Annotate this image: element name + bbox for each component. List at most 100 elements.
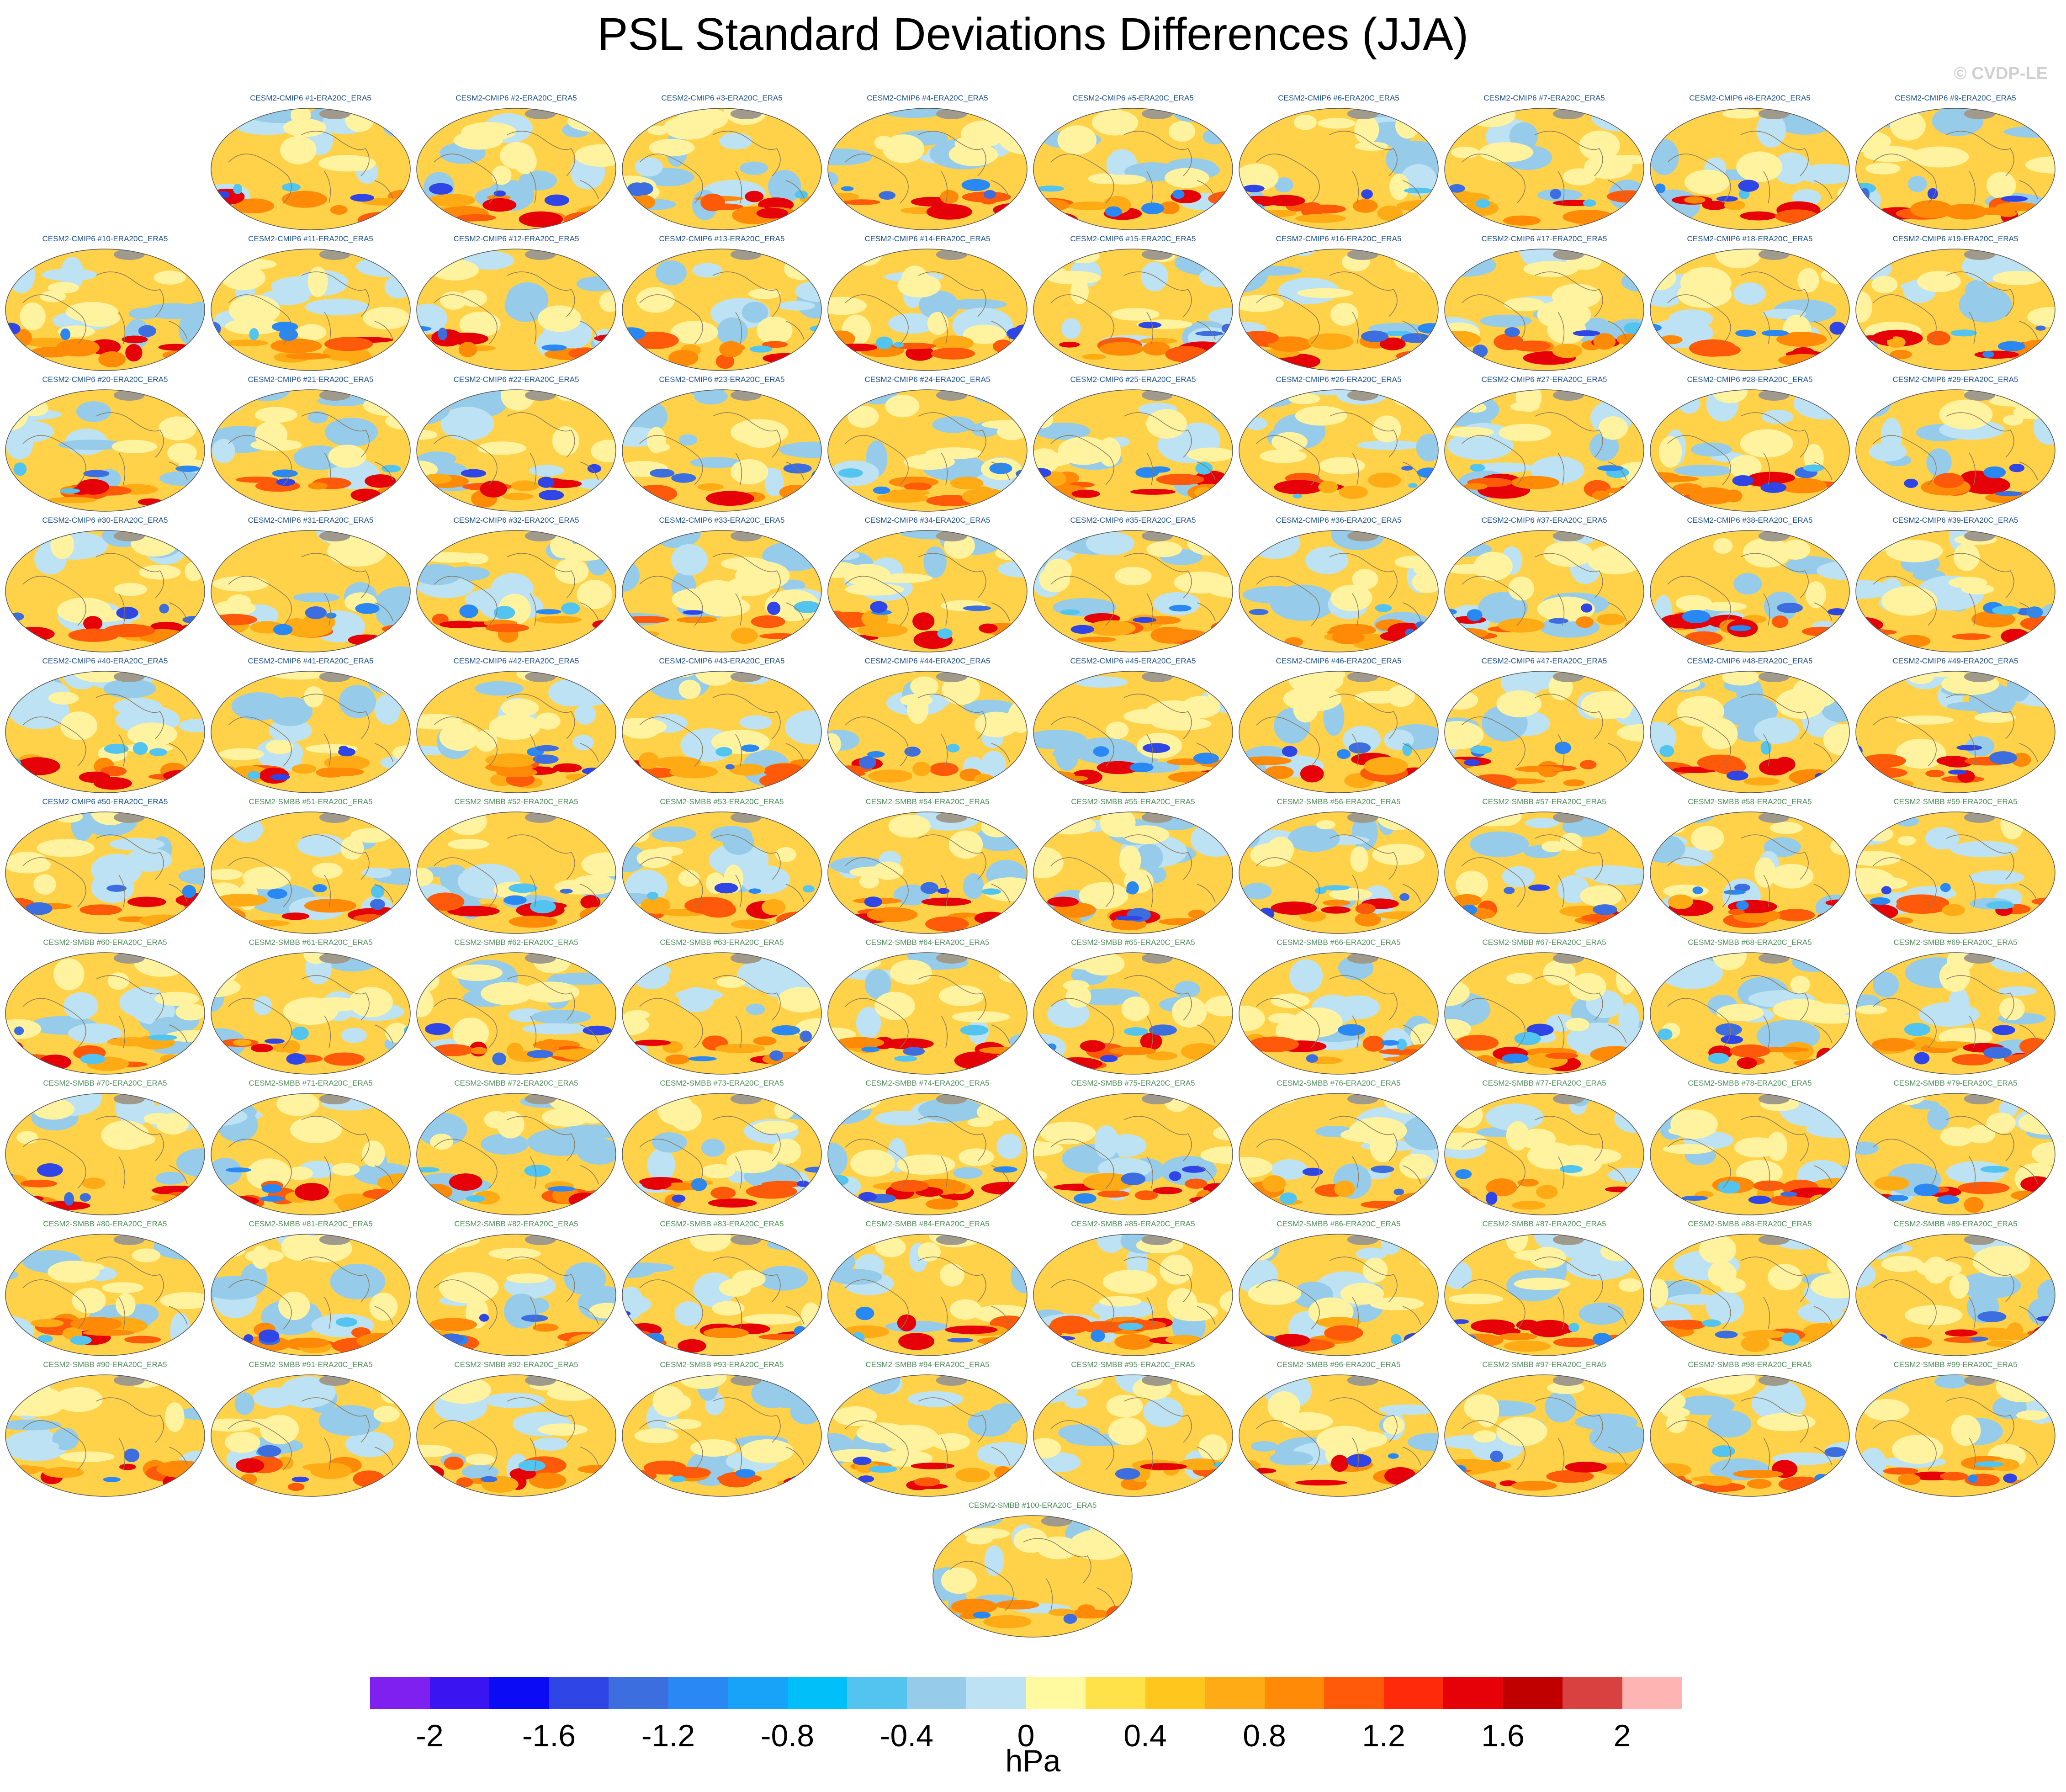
world-map-icon xyxy=(1033,811,1233,934)
map-panel-label: CESM2-CMIP6 #36-ERA20C_ERA5 xyxy=(1276,516,1402,525)
world-map-icon xyxy=(211,671,411,793)
map-panel-label: CESM2-SMBB #51-ERA20C_ERA5 xyxy=(249,797,373,806)
map-panel-label: CESM2-SMBB #84-ERA20C_ERA5 xyxy=(865,1219,990,1228)
world-map-icon xyxy=(932,1515,1133,1638)
world-map-icon xyxy=(5,952,205,1075)
colorbar-box xyxy=(1443,1677,1503,1709)
map-panel-label: CESM2-SMBB #63-ERA20C_ERA5 xyxy=(660,938,784,947)
map-panel-label: CESM2-SMBB #98-ERA20C_ERA5 xyxy=(1688,1360,1812,1369)
world-map-icon xyxy=(211,811,411,934)
map-panel-label: CESM2-CMIP6 #35-ERA20C_ERA5 xyxy=(1070,516,1196,525)
map-panel: CESM2-CMIP6 #31-ERA20C_ERA5 xyxy=(210,516,411,655)
map-panel-label: CESM2-SMBB #60-ERA20C_ERA5 xyxy=(43,938,167,947)
world-map-icon xyxy=(622,811,822,934)
map-panel: CESM2-SMBB #89-ERA20C_ERA5 xyxy=(1855,1219,2056,1358)
world-map-icon xyxy=(416,1234,616,1356)
map-panel-label: CESM2-SMBB #99-ERA20C_ERA5 xyxy=(1893,1360,2018,1369)
world-map-icon xyxy=(5,671,205,793)
colorbar-boxes xyxy=(370,1677,1682,1709)
colorbar-tick-label: 1.2 xyxy=(1362,1718,1405,1753)
map-panel: CESM2-SMBB #67-ERA20C_ERA5 xyxy=(1444,938,1645,1077)
colorbar-box xyxy=(1622,1677,1682,1709)
world-map-icon xyxy=(1855,108,2055,230)
world-map-icon xyxy=(1033,249,1233,371)
map-panel-label: CESM2-CMIP6 #6-ERA20C_ERA5 xyxy=(1278,94,1399,102)
map-panel-label: CESM2-CMIP6 #1-ERA20C_ERA5 xyxy=(250,94,371,102)
world-map-icon xyxy=(211,530,411,652)
colorbar-tick-label: 2 xyxy=(1613,1718,1631,1753)
colorbar-box xyxy=(1086,1677,1145,1709)
world-map-icon xyxy=(622,952,822,1075)
map-panel-label: CESM2-CMIP6 #34-ERA20C_ERA5 xyxy=(864,516,991,525)
colorbar-tick-label: 0 xyxy=(1017,1718,1035,1753)
map-panel: CESM2-CMIP6 #47-ERA20C_ERA5 xyxy=(1444,657,1645,795)
map-panel-label: CESM2-SMBB #97-ERA20C_ERA5 xyxy=(1482,1360,1606,1369)
map-panel: CESM2-CMIP6 #19-ERA20C_ERA5 xyxy=(1855,234,2056,373)
colorbar-tick-label: -0.8 xyxy=(760,1718,815,1753)
map-panel: CESM2-CMIP6 #4-ERA20C_ERA5 xyxy=(827,94,1028,233)
world-map-icon xyxy=(1444,1093,1644,1215)
map-panel: CESM2-SMBB #86-ERA20C_ERA5 xyxy=(1238,1219,1439,1358)
world-map-icon xyxy=(1855,389,2055,512)
map-panel: CESM2-SMBB #92-ERA20C_ERA5 xyxy=(416,1360,617,1499)
map-panel-label: CESM2-CMIP6 #27-ERA20C_ERA5 xyxy=(1481,375,1607,384)
map-panel: CESM2-SMBB #100-ERA20C_ERA5 xyxy=(932,1501,1133,1640)
map-panel: CESM2-SMBB #82-ERA20C_ERA5 xyxy=(416,1219,617,1358)
map-panel-label: CESM2-SMBB #79-ERA20C_ERA5 xyxy=(1893,1079,2018,1087)
world-map-icon xyxy=(5,249,205,371)
map-panel-label: CESM2-CMIP6 #38-ERA20C_ERA5 xyxy=(1687,516,1813,525)
map-panel-label: CESM2-CMIP6 #25-ERA20C_ERA5 xyxy=(1070,375,1196,384)
world-map-icon xyxy=(1444,108,1644,230)
map-panel: CESM2-CMIP6 #34-ERA20C_ERA5 xyxy=(827,516,1028,655)
map-panel-label: CESM2-SMBB #55-ERA20C_ERA5 xyxy=(1071,797,1195,806)
colorbar-box xyxy=(1563,1677,1622,1709)
map-panel: CESM2-SMBB #99-ERA20C_ERA5 xyxy=(1855,1360,2056,1499)
page-title: PSL Standard Deviations Differences (JJA… xyxy=(597,9,1469,60)
map-panel-label: CESM2-CMIP6 #48-ERA20C_ERA5 xyxy=(1687,657,1813,665)
colorbar-tick-label: 1.6 xyxy=(1481,1718,1525,1753)
map-panel: CESM2-SMBB #54-ERA20C_ERA5 xyxy=(827,797,1028,936)
map-panel: CESM2-SMBB #96-ERA20C_ERA5 xyxy=(1238,1360,1439,1499)
map-panel: CESM2-SMBB #52-ERA20C_ERA5 xyxy=(416,797,617,936)
world-map-icon xyxy=(1239,249,1439,371)
map-panel-label: CESM2-CMIP6 #2-ERA20C_ERA5 xyxy=(456,94,577,102)
map-panel-label: CESM2-CMIP6 #44-ERA20C_ERA5 xyxy=(864,657,991,665)
world-map-icon xyxy=(622,671,822,793)
map-panel: CESM2-CMIP6 #33-ERA20C_ERA5 xyxy=(621,516,822,655)
world-map-icon xyxy=(622,530,822,652)
map-panel-label: CESM2-CMIP6 #4-ERA20C_ERA5 xyxy=(867,94,988,102)
map-panel: CESM2-CMIP6 #32-ERA20C_ERA5 xyxy=(416,516,617,655)
world-map-icon xyxy=(1444,389,1644,512)
map-panel-label: CESM2-SMBB #61-ERA20C_ERA5 xyxy=(249,938,373,947)
map-panel-label: CESM2-SMBB #76-ERA20C_ERA5 xyxy=(1277,1079,1401,1087)
map-panel-label: CESM2-SMBB #52-ERA20C_ERA5 xyxy=(454,797,578,806)
map-panel-label: CESM2-CMIP6 #22-ERA20C_ERA5 xyxy=(453,375,579,384)
world-map-icon xyxy=(1033,952,1233,1075)
map-panel-label: CESM2-SMBB #90-ERA20C_ERA5 xyxy=(43,1360,167,1369)
world-map-icon xyxy=(1033,530,1233,652)
map-panel: CESM2-SMBB #61-ERA20C_ERA5 xyxy=(210,938,411,1077)
map-panel-label: CESM2-CMIP6 #26-ERA20C_ERA5 xyxy=(1276,375,1402,384)
map-panel-label: CESM2-CMIP6 #19-ERA20C_ERA5 xyxy=(1892,234,2018,243)
map-panel-label: CESM2-SMBB #86-ERA20C_ERA5 xyxy=(1277,1219,1401,1228)
world-map-icon xyxy=(1855,249,2055,371)
map-panel: CESM2-SMBB #58-ERA20C_ERA5 xyxy=(1649,797,1850,936)
map-panel: CESM2-SMBB #80-ERA20C_ERA5 xyxy=(5,1219,206,1358)
world-map-icon xyxy=(416,389,616,512)
world-map-icon xyxy=(1650,1374,1850,1497)
world-map-icon xyxy=(1444,671,1644,793)
map-panel-label: CESM2-SMBB #77-ERA20C_ERA5 xyxy=(1482,1079,1606,1087)
map-panel-label: CESM2-CMIP6 #45-ERA20C_ERA5 xyxy=(1070,657,1196,665)
colorbar-box xyxy=(668,1677,728,1709)
map-panel-label: CESM2-SMBB #96-ERA20C_ERA5 xyxy=(1277,1360,1401,1369)
map-panel: CESM2-SMBB #79-ERA20C_ERA5 xyxy=(1855,1079,2056,1218)
world-map-icon xyxy=(1650,389,1850,512)
world-map-icon xyxy=(1855,1374,2055,1497)
map-panel-label: CESM2-SMBB #65-ERA20C_ERA5 xyxy=(1071,938,1195,947)
world-map-icon xyxy=(416,249,616,371)
map-panel-label: CESM2-SMBB #67-ERA20C_ERA5 xyxy=(1482,938,1606,947)
map-panel: CESM2-CMIP6 #26-ERA20C_ERA5 xyxy=(1238,375,1439,514)
world-map-icon xyxy=(211,389,411,512)
map-panel-label: CESM2-CMIP6 #23-ERA20C_ERA5 xyxy=(659,375,785,384)
map-panel: CESM2-CMIP6 #37-ERA20C_ERA5 xyxy=(1444,516,1645,655)
